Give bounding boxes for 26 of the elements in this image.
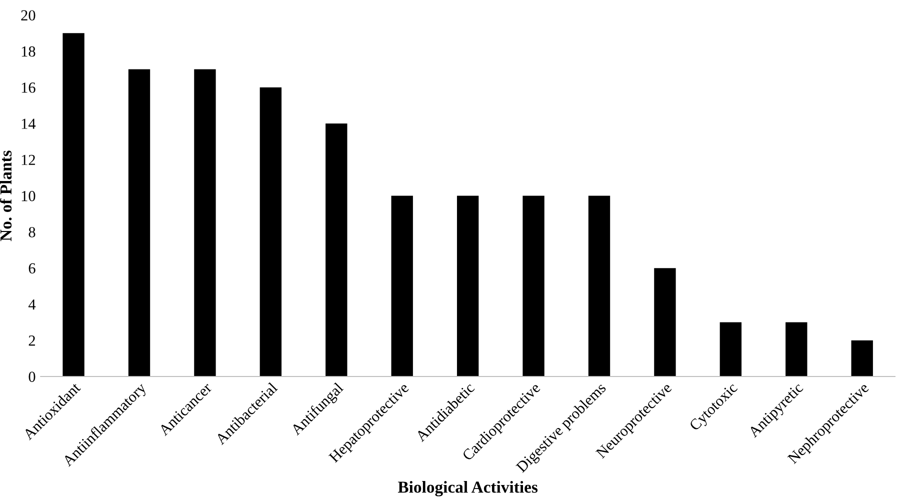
y-tick-label: 8 [28, 227, 36, 238]
bar [522, 196, 544, 376]
y-tick-label: 12 [22, 154, 35, 165]
y-tick-label: 14 [22, 118, 36, 129]
y-tick-label: 16 [22, 82, 36, 93]
bar [128, 69, 150, 376]
bar [588, 196, 610, 376]
y-tick-label: 2 [28, 336, 35, 346]
y-tick-label: 0 [28, 372, 36, 382]
y-tick-label: 18 [22, 46, 36, 57]
y-axis-title: No. of Plants [0, 150, 12, 242]
y-tick-label: 10 [22, 190, 36, 202]
bar [194, 69, 216, 376]
bar [654, 268, 676, 376]
bar [326, 123, 348, 376]
bar [786, 322, 808, 376]
bar [456, 196, 479, 376]
y-tick-label: 20 [21, 10, 36, 21]
bar [62, 33, 84, 376]
y-tick-label: 6 [28, 263, 36, 274]
y-tick-label: 4 [28, 299, 36, 310]
bar [851, 340, 873, 376]
x-axis-title: Biological Activities [398, 481, 538, 496]
bar [720, 322, 742, 376]
bar [260, 87, 282, 376]
bar [391, 196, 413, 376]
